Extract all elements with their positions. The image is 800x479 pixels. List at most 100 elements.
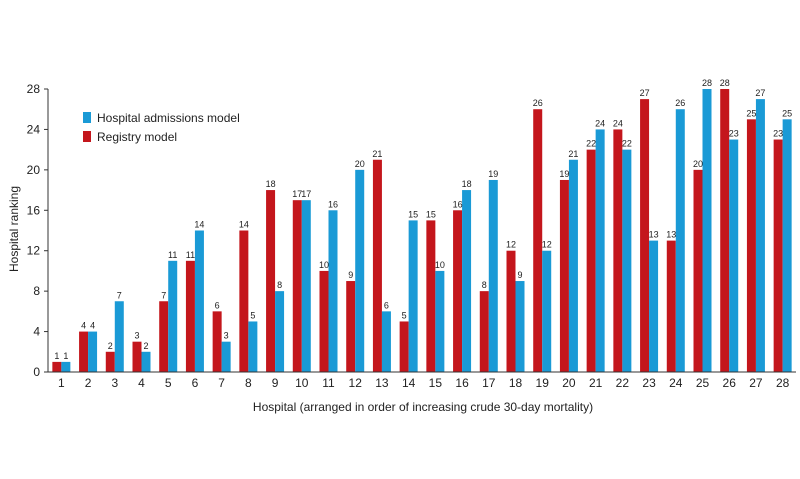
data-label-registry-model: 23 <box>773 129 783 139</box>
legend-label-hospital-admissions-model: Hospital admissions model <box>97 111 240 125</box>
data-label-registry-model: 5 <box>402 310 407 320</box>
y-tick-label: 8 <box>33 284 40 298</box>
data-label-registry-model: 19 <box>559 169 569 179</box>
data-label-registry-model: 15 <box>426 209 436 219</box>
bar-hospital-admissions-model <box>488 179 498 372</box>
bar-registry-model <box>292 200 302 372</box>
data-label-hospital-admissions-model: 21 <box>568 149 578 159</box>
bar-registry-model <box>159 301 169 372</box>
data-label-hospital-admissions-model: 1 <box>63 351 68 361</box>
y-tick-label: 24 <box>27 122 41 136</box>
data-label-hospital-admissions-model: 13 <box>649 230 659 240</box>
bar-hospital-admissions-model <box>61 361 71 372</box>
data-label-hospital-admissions-model: 2 <box>143 341 148 351</box>
data-label-hospital-admissions-model: 12 <box>542 240 552 250</box>
x-tick-label: 12 <box>349 376 363 390</box>
data-label-hospital-admissions-model: 8 <box>277 280 282 290</box>
x-tick-label: 3 <box>111 376 118 390</box>
data-label-hospital-admissions-model: 27 <box>755 88 765 98</box>
y-axis-ticks: 0 4 8 12 16 20 24 28 <box>27 82 48 379</box>
x-tick-label: 8 <box>245 376 252 390</box>
bar-hospital-admissions-model <box>141 351 151 372</box>
bar-registry-model <box>185 260 195 372</box>
data-label-hospital-admissions-model: 3 <box>224 331 229 341</box>
data-label-hospital-admissions-model: 11 <box>168 250 177 260</box>
data-label-hospital-admissions-model: 18 <box>462 179 472 189</box>
legend-swatch-registry-model <box>83 131 91 142</box>
data-label-hospital-admissions-model: 23 <box>729 129 739 139</box>
bar-hospital-admissions-model <box>114 301 124 372</box>
data-label-registry-model: 3 <box>134 331 139 341</box>
data-label-hospital-admissions-model: 14 <box>194 220 204 230</box>
data-label-hospital-admissions-model: 9 <box>517 270 522 280</box>
data-label-hospital-admissions-model: 24 <box>595 118 605 128</box>
x-tick-label: 22 <box>616 376 630 390</box>
x-tick-label: 15 <box>429 376 443 390</box>
bar-hospital-admissions-model <box>301 200 311 372</box>
bar-registry-model <box>533 109 543 372</box>
bar-hospital-admissions-model <box>649 240 659 372</box>
data-label-registry-model: 12 <box>506 240 516 250</box>
data-label-registry-model: 17 <box>292 189 302 199</box>
bar-hospital-admissions-model <box>595 129 605 372</box>
bar-hospital-admissions-model <box>515 281 525 372</box>
x-tick-label: 21 <box>589 376 603 390</box>
bar-registry-model <box>346 281 356 372</box>
x-tick-label: 10 <box>295 376 309 390</box>
bar-registry-model <box>559 179 569 372</box>
x-tick-label: 25 <box>696 376 710 390</box>
data-label-registry-model: 27 <box>640 88 650 98</box>
data-label-hospital-admissions-model: 20 <box>355 159 365 169</box>
y-tick-label: 28 <box>27 82 41 96</box>
data-label-hospital-admissions-model: 26 <box>675 98 685 108</box>
x-tick-label: 19 <box>536 376 550 390</box>
data-label-registry-model: 22 <box>586 139 596 149</box>
x-tick-label: 7 <box>218 376 225 390</box>
bar-hospital-admissions-model <box>328 210 338 372</box>
bar-hospital-admissions-model <box>729 139 739 372</box>
bar-registry-model <box>79 331 89 372</box>
data-label-hospital-admissions-model: 22 <box>622 139 632 149</box>
bar-hospital-admissions-model <box>275 291 285 372</box>
bar-registry-model <box>586 149 596 372</box>
data-label-registry-model: 13 <box>666 230 676 240</box>
bar-registry-model <box>479 291 489 372</box>
data-label-hospital-admissions-model: 7 <box>117 290 122 300</box>
data-label-registry-model: 20 <box>693 159 703 169</box>
bar-hospital-admissions-model <box>221 341 231 372</box>
y-tick-label: 12 <box>27 244 41 258</box>
data-label-hospital-admissions-model: 15 <box>408 209 418 219</box>
legend: Hospital admissions model Registry model <box>83 111 240 144</box>
x-tick-label: 11 <box>322 376 335 390</box>
x-tick-label: 28 <box>776 376 790 390</box>
bar-registry-model <box>453 210 463 372</box>
x-tick-label: 23 <box>642 376 656 390</box>
x-tick-label: 5 <box>165 376 172 390</box>
bar-registry-model <box>239 230 249 372</box>
data-label-registry-model: 21 <box>372 149 382 159</box>
x-tick-label: 2 <box>85 376 92 390</box>
data-label-registry-model: 1 <box>54 351 59 361</box>
data-label-hospital-admissions-model: 28 <box>702 78 712 88</box>
bar-registry-model <box>212 311 222 372</box>
data-label-hospital-admissions-model: 17 <box>301 189 311 199</box>
bar-hospital-admissions-model <box>381 311 391 372</box>
bar-registry-model <box>746 119 756 372</box>
bar-hospital-admissions-model <box>194 230 204 372</box>
bar-registry-model <box>640 99 650 372</box>
data-label-registry-model: 4 <box>81 321 86 331</box>
bar-registry-model <box>426 220 436 372</box>
bar-registry-model <box>666 240 676 372</box>
bar-registry-model <box>52 361 62 372</box>
data-label-registry-model: 7 <box>161 290 166 300</box>
x-axis-ticks: 1 2 3 4 5 6 7 8 9 10 11 12 13 14 15 16 17 18 19 20 21 22 23 24 2… <box>58 376 790 390</box>
bar-registry-model <box>720 89 730 372</box>
bar-hospital-admissions-model <box>88 331 98 372</box>
data-labels-layer: 1423711614181710921515168122619222427132… <box>54 78 792 361</box>
data-label-registry-model: 9 <box>348 270 353 280</box>
bar-registry-model <box>372 159 382 372</box>
bar-hospital-admissions-model <box>782 119 792 372</box>
x-tick-label: 27 <box>749 376 763 390</box>
x-tick-label: 17 <box>482 376 496 390</box>
